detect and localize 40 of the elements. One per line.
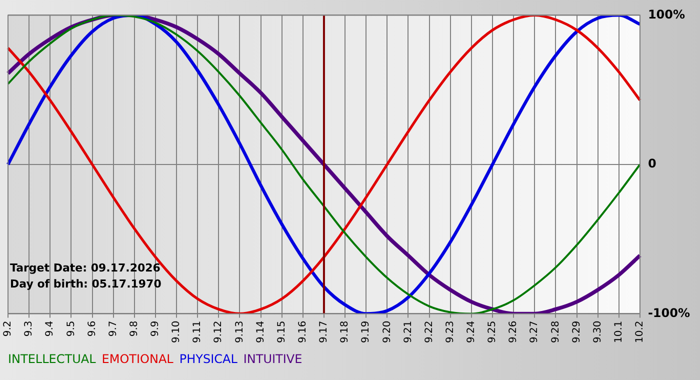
x-tick-label: 9.14	[255, 320, 266, 343]
y-tick-label: -100%	[648, 306, 690, 320]
x-tick-label: 9.17	[318, 320, 330, 343]
x-tick-label: 9.29	[571, 320, 582, 343]
text: INTUITIVE	[243, 352, 302, 366]
y-tick-label: 0	[648, 156, 656, 171]
annotation: Target Date: 09.17.2026	[10, 262, 161, 275]
y-tick-label: 100%	[648, 7, 686, 22]
x-tick-label: 9.22	[424, 320, 435, 343]
x-tick-label: 9.5	[66, 320, 77, 337]
x-tick-label: 9.20	[382, 320, 393, 343]
x-tick-label: 9.15	[276, 320, 288, 343]
x-tick-label: 9.8	[128, 320, 140, 337]
x-tick-label: 10.1	[613, 320, 624, 343]
x-tick-label: 9.23	[444, 320, 456, 343]
x-tick-label: 9.26	[508, 320, 520, 343]
x-tick-label: 9.21	[402, 320, 414, 343]
x-tick-label: 9.28	[550, 320, 562, 343]
text: PHYSICAL	[179, 352, 238, 366]
x-tick-label: 10.2	[634, 320, 646, 343]
x-tick-label: 9.6	[86, 320, 98, 337]
x-tick-label: 9.3	[24, 320, 35, 337]
x-tick-label: 9.19	[360, 320, 372, 343]
text: INTELLECTUAL	[8, 352, 96, 366]
x-tick-label: 9.7	[108, 320, 119, 337]
x-tick-label: 9.13	[234, 320, 246, 343]
x-tick-label: 9.16	[298, 320, 308, 343]
x-tick-label: 9.10	[171, 320, 182, 343]
x-tick-label: 9.18	[340, 320, 351, 343]
x-tick-label: 9.12	[213, 320, 224, 343]
x-tick-label: 9.24	[466, 320, 478, 343]
x-tick-label: 9.25	[487, 320, 498, 343]
x-tick-label: 9.27	[529, 320, 540, 343]
x-tick-label: 9.4	[44, 320, 56, 337]
x-tick-label: 9.2	[2, 320, 14, 337]
x-tick-label: 9.9	[150, 320, 162, 337]
x-tick-label: 9.11	[192, 320, 204, 343]
x-tick-label: 9.30	[592, 320, 604, 343]
text: EMOTIONAL	[102, 352, 174, 366]
annotation: Day of birth: 05.17.1970	[10, 278, 162, 291]
